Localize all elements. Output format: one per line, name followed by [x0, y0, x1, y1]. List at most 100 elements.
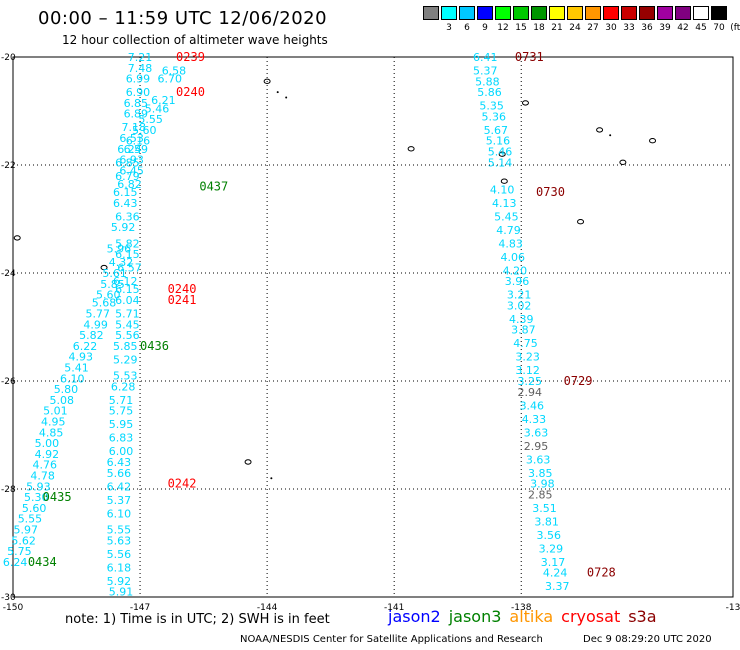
color-swatch-label: 39 — [659, 23, 671, 33]
swh-value: 5.60 — [22, 502, 47, 515]
swh-value-grey: 2.94 — [517, 386, 542, 399]
color-swatch-label: 3 — [446, 23, 452, 33]
swh-value: 6.82 — [117, 178, 142, 191]
swh-value-grey: 2.85 — [528, 488, 553, 501]
swh-value: 6.28 — [111, 380, 136, 393]
color-swatch — [657, 6, 673, 20]
swh-value: 5.61 — [102, 267, 127, 280]
satellite-legend-s3a: s3a — [628, 607, 657, 626]
island-outline — [263, 78, 271, 85]
swh-value: 3.56 — [537, 529, 562, 542]
swh-value: 5.71 — [109, 394, 134, 407]
pass-time-label: 0434 — [28, 555, 57, 569]
pass-time-labels: 0239024004370240024104360242073107300729… — [28, 50, 616, 580]
color-swatch — [513, 6, 529, 20]
swh-value: 5.45 — [115, 318, 140, 331]
swh-value: 6.83 — [109, 432, 134, 445]
swh-value: 3.25 — [517, 375, 542, 388]
island-outline — [619, 159, 627, 166]
note-text: note: 1) Time is in UTC; 2) SWH is in fe… — [65, 612, 330, 627]
swh-value: 5.29 — [113, 353, 138, 366]
pass-time-label: 0731 — [515, 50, 544, 64]
lon-tick-label: -138 — [511, 603, 532, 613]
swh-value: 6.43 — [107, 456, 132, 469]
swh-value: 5.56 — [115, 329, 140, 342]
swh-value: 6.04 — [115, 294, 140, 307]
island-outline — [521, 100, 529, 106]
swh-value: 6.00 — [109, 445, 134, 458]
pass-time-label: 0239 — [176, 50, 205, 64]
swh-value: 6.59 — [124, 143, 149, 156]
island-outline — [244, 459, 252, 465]
island-dot — [285, 96, 288, 99]
pass-time-label: 0436 — [140, 339, 169, 353]
color-swatch-label: 6 — [464, 23, 470, 33]
swh-value: 5.75 — [109, 405, 134, 418]
color-swatch — [459, 6, 475, 20]
swh-value: 4.83 — [498, 237, 523, 250]
swh-value: 5.37 — [107, 494, 132, 507]
color-swatch — [495, 6, 511, 20]
swh-value: 6.42 — [107, 480, 132, 493]
color-swatch — [693, 6, 709, 20]
color-swatch-label: 27 — [587, 23, 599, 33]
color-swatch — [531, 6, 547, 20]
swh-value: 5.62 — [11, 534, 36, 547]
swh-value: 5.96 — [107, 243, 132, 256]
swh-value: 4.13 — [492, 197, 517, 210]
swh-value: 5.60 — [132, 124, 157, 137]
swh-value: 3.46 — [520, 399, 545, 412]
lat-tick-label: -28 — [1, 485, 16, 495]
swh-value: 5.46 — [488, 146, 513, 159]
color-swatch — [675, 6, 691, 20]
swh-value: 5.92 — [107, 575, 132, 588]
swh-value: 5.88 — [475, 75, 500, 88]
swh-value: 3.12 — [515, 364, 540, 377]
swh-value: 6.36 — [115, 210, 140, 223]
swh-value: 6.45 — [119, 164, 144, 177]
color-scale-unit: (ft) — [730, 23, 740, 33]
swh-value: 5.82 — [115, 237, 140, 250]
lon-tick-label: -13 — [726, 603, 740, 613]
color-swatch — [639, 6, 655, 20]
swh-value: 6.15 — [115, 283, 140, 296]
satellite-legend-altika: altika — [509, 607, 554, 626]
swh-value: 3.21 — [507, 289, 532, 302]
swh-value: 5.97 — [13, 524, 38, 537]
swh-value: 4.85 — [39, 426, 64, 439]
color-swatch-label: 70 — [713, 23, 725, 33]
map-border — [12, 56, 734, 598]
pass-time-label: 0730 — [536, 185, 565, 199]
swh-value: 5.71 — [115, 308, 140, 321]
lon-tick-label: -147 — [130, 603, 150, 613]
swh-value: 7.18 — [121, 121, 146, 134]
page-subtitle: 12 hour collection of altimeter wave hei… — [62, 33, 328, 47]
swh-value: 4.06 — [501, 251, 526, 264]
swh-value: 5.35 — [479, 100, 504, 113]
lat-tick-label: -22 — [1, 161, 16, 171]
pass-time-label: 0240 — [168, 282, 197, 296]
pass-time-label: 0242 — [168, 477, 197, 491]
swh-value: 6.21 — [151, 94, 176, 107]
footer-credit: NOAA/NESDIS Center for Satellite Applica… — [240, 634, 543, 645]
swh-value: 5.63 — [107, 534, 132, 547]
island-outlines — [13, 78, 657, 480]
swh-value: 5.91 — [109, 586, 134, 599]
swh-value: 3.02 — [507, 299, 532, 312]
swh-value: 6.15 — [115, 248, 140, 261]
satellite-legend-cryosat: cryosat — [561, 607, 621, 626]
swh-value: 6.41 — [473, 51, 498, 64]
swh-value: 6.43 — [113, 197, 138, 210]
pass-time-label: 0728 — [587, 566, 616, 580]
swh-value: 3.23 — [515, 351, 540, 364]
color-swatch-label: 12 — [497, 23, 509, 33]
color-swatch-label: 33 — [623, 23, 635, 33]
swh-value: 5.55 — [138, 113, 163, 126]
swh-value: 5.56 — [107, 548, 132, 561]
swh-value: 5.00 — [35, 437, 60, 450]
swh-value: 4.92 — [35, 448, 60, 461]
swh-value: 6.16 — [126, 135, 151, 148]
swh-value: 3.29 — [539, 542, 564, 555]
